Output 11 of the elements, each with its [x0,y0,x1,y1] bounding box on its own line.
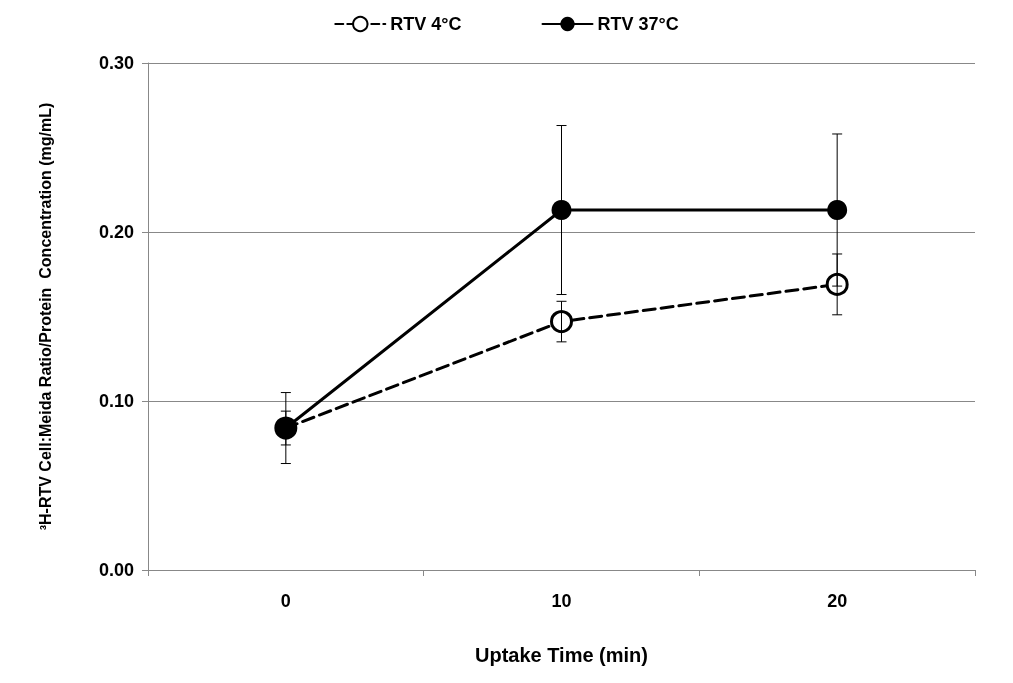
x-axis-title: Uptake Time (min) [475,644,648,666]
legend-label: RTV 37°C [597,14,679,34]
x-tick-label: 0 [280,591,291,611]
x-tick-label: 10 [551,591,572,611]
x-tick-label: 20 [827,591,848,611]
y-tick-label: 0.30 [98,53,134,73]
y-tick-label: 0.20 [98,222,134,242]
y-tick-label: 0.10 [98,391,134,411]
y-tick-label: 0.00 [98,560,134,580]
y-axis-title: ³H-RTV Cell:Meida Ratio/Protein Concentration (mg/mL) [36,102,54,531]
legend-label: RTV 4°C [390,14,462,34]
